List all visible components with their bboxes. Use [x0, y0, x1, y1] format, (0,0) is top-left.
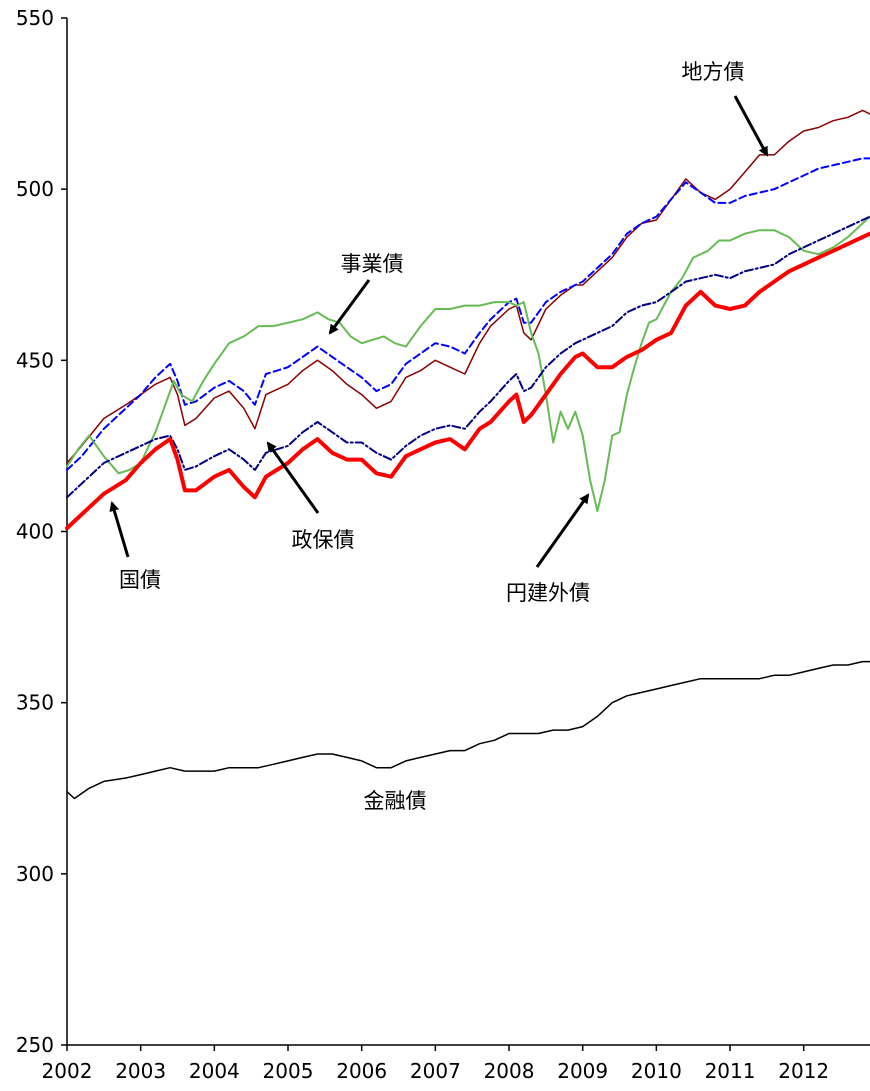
series-line-enkengaisai — [66, 215, 870, 512]
arrow-kokusai — [109, 501, 130, 558]
arrow-chihousai — [733, 95, 769, 157]
y-tick-label: 250 — [16, 1033, 54, 1057]
series-lines — [65, 109, 870, 800]
series-line-seihosai — [66, 215, 870, 499]
x-tick-label: 2009 — [557, 1059, 608, 1083]
arrow-enkengaisai — [535, 493, 590, 568]
x-tick-label: 2011 — [705, 1059, 756, 1083]
arrow-seihosai — [266, 441, 320, 514]
label-jigyousai: 事業債 — [341, 252, 404, 276]
series-line-kinyusai — [66, 660, 870, 800]
series-line-kokusai — [65, 231, 870, 531]
x-tick-label: 2005 — [263, 1059, 314, 1083]
x-tick-label: 2006 — [336, 1059, 387, 1083]
x-tick-label: 2004 — [189, 1059, 240, 1083]
y-tick-label: 550 — [16, 6, 54, 30]
y-tick-label: 350 — [16, 691, 54, 715]
series-line-chihousai — [66, 109, 870, 464]
y-tick-label: 450 — [16, 348, 54, 372]
x-tick-label: 2007 — [410, 1059, 461, 1083]
label-kinyusai: 金融債 — [364, 789, 427, 813]
x-tick-label: 2010 — [631, 1059, 682, 1083]
x-tick-label: 2012 — [778, 1059, 829, 1083]
series-line-jigyousai — [66, 157, 870, 471]
label-enkengaisai: 円建外債 — [506, 581, 590, 605]
arrow-jigyousai — [328, 279, 371, 335]
x-tick-label: 2002 — [42, 1059, 93, 1083]
label-seihosai: 政保債 — [292, 528, 355, 552]
axes: 250 300 350 400 450 500 550 2002 2003 2004 2005 200… — [16, 6, 870, 1083]
label-chihousai: 地方債 — [682, 60, 745, 84]
y-tick-label: 500 — [16, 177, 54, 201]
label-kokusai: 国債 — [119, 568, 161, 592]
y-tick-label: 300 — [16, 862, 54, 886]
x-tick-label: 2008 — [484, 1059, 535, 1083]
y-tick-label: 400 — [16, 520, 54, 544]
x-tick-label: 2003 — [115, 1059, 166, 1083]
